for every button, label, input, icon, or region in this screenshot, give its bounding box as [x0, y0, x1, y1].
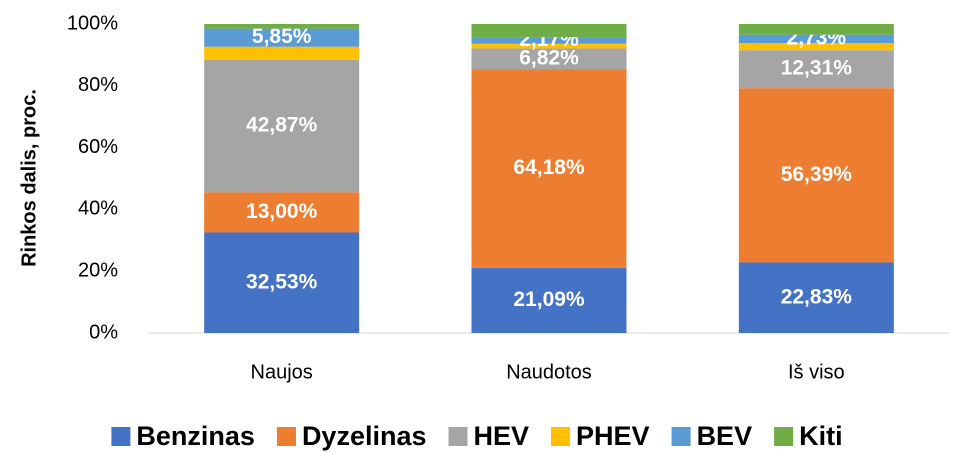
legend-swatch: [671, 427, 691, 446]
bar-segment: [204, 232, 360, 333]
bar-segment: [204, 192, 360, 233]
data-label: 13,00%: [246, 200, 318, 223]
legend-label: Kiti: [799, 421, 843, 451]
y-tick-label: 0%: [89, 321, 118, 343]
legend-label: Benzinas: [136, 421, 255, 451]
bar-segment: [204, 28, 360, 47]
bar-segment: [471, 43, 627, 49]
data-label: 32,53%: [246, 270, 318, 293]
bar-segment: [738, 43, 894, 51]
legend-swatch: [551, 427, 571, 446]
data-label: 5,85%: [252, 25, 312, 48]
bar-segment: [738, 50, 894, 89]
legend-swatch: [774, 427, 794, 446]
y-tick-label: 60%: [78, 136, 118, 158]
data-label: 12,31%: [781, 57, 853, 80]
data-label: 21,09%: [513, 288, 585, 311]
legend-label: PHEV: [576, 421, 650, 451]
data-label: 42,87%: [246, 114, 318, 137]
x-tick-label: Iš viso: [788, 361, 845, 383]
data-label: 6,82%: [519, 47, 579, 70]
legend-swatch: [276, 427, 296, 446]
bar-segment: [471, 24, 627, 38]
bar-segment: [204, 59, 360, 193]
bar-segment: [471, 267, 627, 333]
bar-segment: [471, 37, 627, 44]
legend-swatch: [111, 427, 131, 446]
legend-label: BEV: [697, 421, 753, 451]
data-label: 22,83%: [781, 285, 853, 308]
legend-label: HEV: [474, 421, 530, 451]
bar-segment: [738, 34, 894, 44]
x-tick-label: Naudotos: [506, 361, 592, 383]
x-tick-label: Naujos: [251, 361, 313, 383]
bar-segment: [738, 24, 894, 35]
data-label: 64,18%: [513, 156, 585, 179]
bar-segment: [471, 69, 627, 268]
y-tick-label: 100%: [67, 12, 118, 34]
bar-segment: [204, 24, 360, 29]
bar-segment: [204, 46, 360, 60]
y-tick-label: 20%: [78, 259, 118, 281]
y-tick-label: 80%: [78, 74, 118, 96]
bar-segment: [738, 262, 894, 333]
legend-label: Dyzelinas: [302, 421, 427, 451]
bar-segment: [738, 88, 894, 263]
bar-segment: [471, 48, 627, 70]
y-tick-label: 40%: [78, 198, 118, 220]
y-axis-label: Rinkos dalis, proc.: [18, 89, 40, 267]
legend-swatch: [448, 427, 468, 446]
data-label: 56,39%: [781, 163, 853, 186]
